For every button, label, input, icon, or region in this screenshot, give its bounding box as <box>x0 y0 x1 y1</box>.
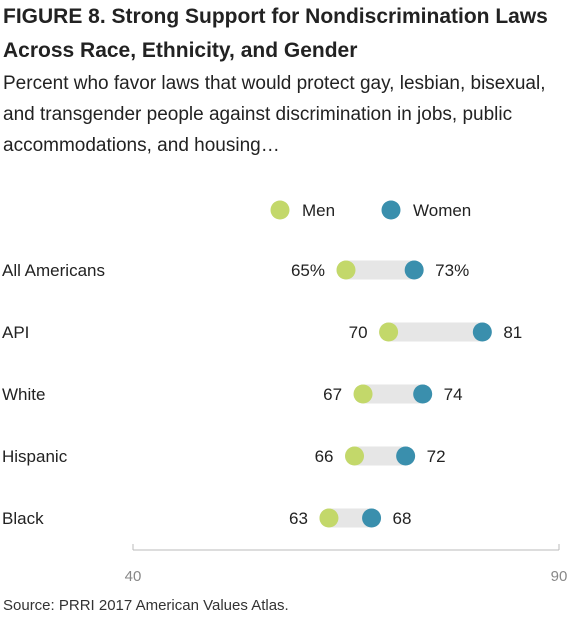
row-white: White 67 74 <box>2 384 463 404</box>
x-axis: 40 90 <box>125 544 568 585</box>
row-all-americans: All Americans 65% 73% <box>2 260 469 280</box>
dot-women <box>472 322 492 342</box>
value-label-men: 65% <box>291 261 325 280</box>
legend-dot-men <box>270 200 290 220</box>
chart-rows: All Americans 65% 73% API 70 81 White 67 74 Hispa… <box>2 260 522 528</box>
source-note: Source: PRRI 2017 American Values Atlas. <box>3 597 289 614</box>
dot-men <box>336 260 356 280</box>
x-tick-label: 90 <box>551 568 568 585</box>
row-api: API 70 81 <box>2 322 522 342</box>
value-label-women: 73% <box>435 261 469 280</box>
legend-label-women: Women <box>413 201 471 220</box>
dot-men <box>345 446 365 466</box>
category-label-white: White <box>2 385 45 404</box>
value-label-men: 67 <box>323 385 342 404</box>
dot-women <box>362 508 382 528</box>
row-black: Black 63 68 <box>2 508 412 528</box>
dot-men <box>379 322 399 342</box>
dot-men <box>353 384 373 404</box>
row-hispanic: Hispanic 66 72 <box>2 446 446 466</box>
value-label-women: 81 <box>503 323 522 342</box>
dot-women <box>413 384 433 404</box>
value-label-men: 66 <box>315 447 334 466</box>
legend-dot-women <box>381 200 401 220</box>
value-label-women: 72 <box>427 447 446 466</box>
legend-label-men: Men <box>302 201 335 220</box>
dot-women <box>404 260 424 280</box>
category-label-hispanic: Hispanic <box>2 447 68 466</box>
legend: Men Women <box>270 200 471 220</box>
category-label-all-americans: All Americans <box>2 261 105 280</box>
value-label-men: 70 <box>349 323 368 342</box>
dumbbell-chart: Men Women All Americans 65% 73% API 70 81 White… <box>2 200 568 585</box>
chart-subtitle: Percent who favor laws that would protec… <box>3 73 546 156</box>
category-label-black: Black <box>2 509 44 528</box>
chart-title: FIGURE 8. Strong Support for Nondiscrimi… <box>3 5 548 62</box>
value-label-women: 74 <box>444 385 463 404</box>
value-label-women: 68 <box>393 509 412 528</box>
category-label-api: API <box>2 323 29 342</box>
value-label-men: 63 <box>289 509 308 528</box>
dot-women <box>396 446 416 466</box>
x-tick-label: 40 <box>125 568 142 585</box>
dot-men <box>319 508 339 528</box>
